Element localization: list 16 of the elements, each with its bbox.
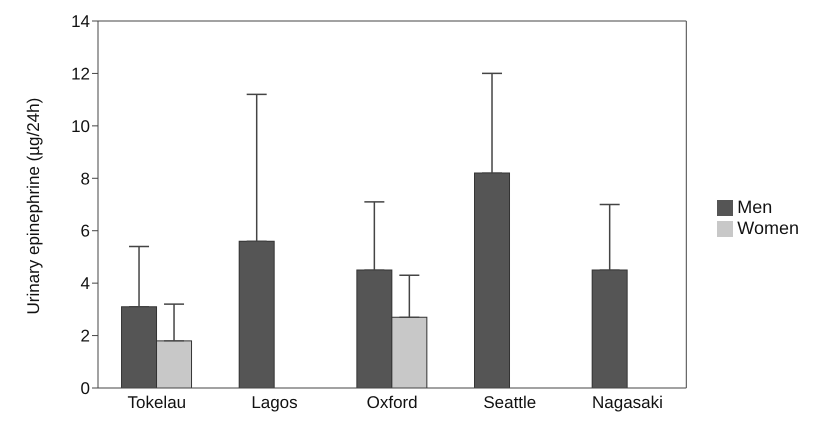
y-tick-label: 6 xyxy=(80,222,90,241)
y-tick-label: 8 xyxy=(80,169,90,188)
x-tick-label: Lagos xyxy=(251,393,298,412)
legend-label: Women xyxy=(737,218,799,238)
x-tick-label: Oxford xyxy=(366,393,418,412)
x-tick-label: Seattle xyxy=(483,393,536,412)
legend-label: Men xyxy=(737,197,772,217)
y-tick-label: 2 xyxy=(80,326,90,346)
y-tick-label: 0 xyxy=(80,379,90,398)
y-axis-title: Urinary epinephrine (µg/24h) xyxy=(24,98,44,314)
y-tick-label: 10 xyxy=(71,116,90,136)
y-tick-label: 4 xyxy=(80,274,90,294)
x-tick-label: Nagasaki xyxy=(592,393,663,412)
y-tick-label: 12 xyxy=(71,64,90,84)
y-tick-label: 14 xyxy=(71,12,90,32)
x-tick-label: Tokelau xyxy=(128,393,186,412)
